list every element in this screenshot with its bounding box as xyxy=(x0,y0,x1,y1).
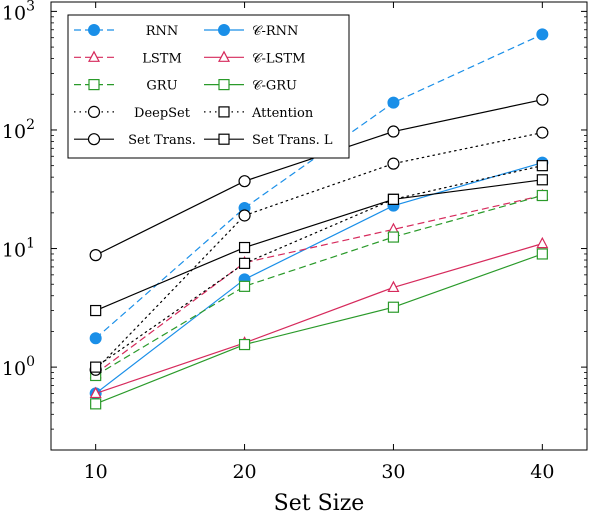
legend-label: RNN xyxy=(146,24,179,39)
data-point xyxy=(387,301,400,313)
series-line xyxy=(95,179,543,312)
data-point xyxy=(536,160,548,172)
legend-swatch-marker xyxy=(87,105,101,119)
data-point xyxy=(89,332,102,345)
series-1 xyxy=(89,156,549,400)
data-point xyxy=(536,236,549,249)
series-line xyxy=(95,162,543,394)
legend-label: 𝒞-RNN xyxy=(252,24,298,39)
x-tick-label: 40 xyxy=(530,461,554,483)
series-line xyxy=(95,165,543,368)
series-line xyxy=(95,243,543,394)
legend-box xyxy=(67,14,350,159)
legend-swatch-marker xyxy=(88,24,100,36)
legend-swatch-marker xyxy=(218,50,230,62)
data-point xyxy=(238,241,251,254)
legend: RNN 𝒞-RNN LSTM 𝒞-LSTM GRU 𝒞-GRU DeepSet Attenti… xyxy=(67,14,350,159)
y-tick-label: 102 xyxy=(2,117,35,143)
series-3 xyxy=(89,236,549,399)
series-5 xyxy=(90,248,548,410)
series-9 xyxy=(90,174,548,317)
data-point xyxy=(387,231,400,243)
series-line xyxy=(95,253,543,405)
data-point xyxy=(90,398,102,410)
y-tick-label: 100 xyxy=(2,354,35,380)
series-7 xyxy=(90,160,548,373)
legend-label: DeepSet xyxy=(134,106,191,121)
data-point xyxy=(90,304,102,317)
data-point xyxy=(536,248,548,260)
x-axis-label: Set Size xyxy=(274,491,365,516)
data-point xyxy=(536,174,548,186)
legend-label: 𝒞-LSTM xyxy=(252,51,305,66)
series-line xyxy=(95,132,543,371)
axis-ticks: 10 20 30 40 100 101 102 103 xyxy=(2,0,587,483)
legend-swatch-marker xyxy=(218,133,230,145)
legend-label: LSTM xyxy=(142,51,182,66)
x-tick-label: 10 xyxy=(84,461,108,483)
legend-swatch-marker xyxy=(88,50,100,62)
x-tick-label: 30 xyxy=(381,461,405,483)
legend-label: GRU xyxy=(146,79,177,94)
series-line xyxy=(95,194,543,375)
data-point xyxy=(387,125,400,138)
y-tick-label: 103 xyxy=(2,0,35,24)
data-point xyxy=(387,157,400,170)
legend-label: Set Trans. L xyxy=(252,133,333,148)
legend-label: Attention xyxy=(251,106,314,121)
data-point xyxy=(387,96,400,109)
legend-swatch-marker xyxy=(218,106,230,118)
legend-label: 𝒞-GRU xyxy=(252,79,297,94)
data-point xyxy=(238,257,251,269)
data-point xyxy=(387,193,400,205)
series-line xyxy=(95,194,543,377)
data-point xyxy=(90,361,102,373)
legend-swatch-marker xyxy=(87,133,101,146)
data-point xyxy=(238,175,251,188)
data-point xyxy=(536,126,549,139)
data-point xyxy=(89,249,102,262)
data-point xyxy=(89,386,102,399)
y-tick-label: 101 xyxy=(2,236,35,262)
data-point xyxy=(238,209,251,222)
series-6 xyxy=(89,126,549,376)
series-4 xyxy=(90,189,548,382)
data-point xyxy=(536,93,549,106)
legend-swatch-marker xyxy=(88,78,100,91)
legend-label: Set Trans. xyxy=(128,133,196,148)
legend-swatch-marker xyxy=(218,24,230,36)
data-point xyxy=(536,189,548,202)
data-point xyxy=(387,280,400,293)
x-tick-label: 20 xyxy=(232,461,256,483)
data-point xyxy=(536,28,549,41)
data-point xyxy=(238,338,251,351)
plot-frame xyxy=(50,1,588,451)
data-point xyxy=(238,280,251,292)
legend-swatch-marker xyxy=(218,78,230,91)
